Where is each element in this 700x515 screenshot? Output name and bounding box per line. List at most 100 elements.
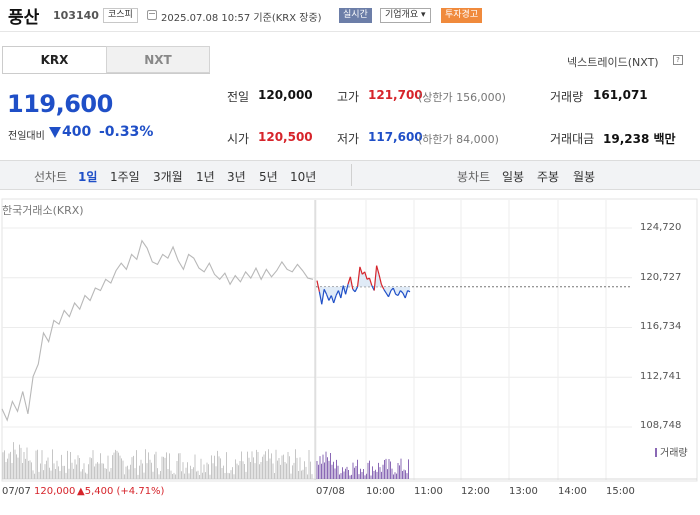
- chart-frame: [1, 198, 698, 482]
- today-line-segment: [318, 291, 323, 305]
- prev-day-date: 07/07: [2, 486, 31, 497]
- price-change: 400: [62, 124, 92, 140]
- today-line-segment: [392, 287, 397, 295]
- today-line-segment: [376, 265, 380, 275]
- x-tick-label: 10:00: [366, 486, 395, 497]
- realtime-button[interactable]: 실시간: [339, 8, 372, 23]
- x-tick-label: 15:00: [606, 486, 635, 497]
- stock-name: 풍산: [8, 8, 40, 28]
- change-label: 전일대비: [8, 131, 45, 142]
- x-tick-label: 11:00: [414, 486, 443, 497]
- today-line-segment: [368, 277, 373, 286]
- volume-legend: 거래량: [655, 444, 688, 459]
- today-line-segment: [356, 266, 361, 287]
- tab-krx[interactable]: KRX: [2, 46, 107, 73]
- y-tick-label: 112,741: [640, 371, 682, 382]
- today-line-segment: [402, 292, 406, 299]
- timestamp: 2025.07.08 10:57 기준(KRX 장중): [161, 13, 322, 24]
- high-value: 121,700: [368, 88, 423, 102]
- period-3m[interactable]: 3개월: [153, 170, 183, 184]
- dropdown-arrow-icon: ▾: [418, 10, 426, 20]
- prev-day-change-value: 5,400 (+4.71%): [84, 486, 165, 497]
- period-bar: [0, 160, 700, 190]
- today-line-segment: [328, 295, 332, 301]
- investment-warning-badge[interactable]: 투자경고: [441, 8, 483, 23]
- line-chart-label: 선차트: [34, 170, 68, 184]
- y-tick-label: 116,734: [640, 321, 682, 332]
- today-line-segment: [407, 290, 411, 293]
- y-tick-label: 124,720: [640, 222, 682, 233]
- prev-day-change: ▲5,400 (+4.71%): [77, 486, 164, 497]
- period-weekly[interactable]: 주봉: [537, 170, 560, 184]
- lower-limit-note: (하한가 84,000): [418, 133, 499, 146]
- prev-day-close: 120,000: [34, 486, 76, 497]
- today-line-segment: [400, 290, 404, 294]
- up-triangle-icon: ▲: [77, 486, 85, 497]
- today-line-segment: [347, 276, 351, 285]
- today-line-segment: [349, 276, 354, 290]
- down-triangle-icon: [49, 127, 61, 138]
- today-line-segment: [387, 290, 392, 297]
- y-tick-label: 108,748: [640, 420, 682, 431]
- x-tick-label: 07/08: [316, 486, 345, 497]
- today-line-segment: [316, 280, 320, 292]
- today-line-segment: [325, 294, 330, 301]
- prev-close-value: 120,000: [258, 88, 313, 102]
- current-price: 119,600: [7, 90, 113, 118]
- y-tick-label: 120,727: [640, 272, 682, 283]
- low-value: 117,600: [368, 130, 423, 144]
- today-line-segment: [404, 290, 409, 299]
- low-label: 저가: [337, 132, 360, 146]
- x-tick-label: 14:00: [558, 486, 587, 497]
- x-tick-label: 13:00: [509, 486, 538, 497]
- period-1w[interactable]: 1주일: [110, 170, 140, 184]
- today-line-segment: [333, 295, 337, 304]
- company-overview-label: 기업개요: [385, 10, 419, 20]
- high-label: 고가: [337, 90, 360, 104]
- today-line-segment: [337, 290, 342, 299]
- candle-chart-label: 봉차트: [457, 170, 491, 184]
- today-line-segment: [380, 284, 385, 290]
- upper-limit-note: (상한가 156,000): [418, 91, 506, 104]
- calendar-icon: [147, 10, 157, 20]
- chart-source-label: 한국거래소(KRX): [2, 204, 84, 217]
- today-line-segment: [359, 266, 363, 275]
- today-line-segment: [364, 271, 368, 280]
- period-divider: [351, 164, 352, 186]
- help-icon[interactable]: ?: [673, 55, 683, 65]
- today-area: [317, 265, 410, 305]
- period-10y[interactable]: 10년: [290, 170, 317, 184]
- today-line-segment: [335, 290, 340, 296]
- market-badge: 코스피: [103, 8, 138, 23]
- volume-value: 161,071: [593, 88, 648, 102]
- open-label: 시가: [227, 132, 250, 146]
- prev-day-line: [1, 239, 314, 422]
- x-tick-label: 12:00: [461, 486, 490, 497]
- today-line-segment: [383, 288, 387, 294]
- today-line-segment: [354, 286, 359, 293]
- period-1d[interactable]: 1일: [78, 170, 98, 184]
- stock-header: 풍산 103140 코스피 2025.07.08 10:57 기준(KRX 장중…: [0, 0, 700, 32]
- today-line-segment: [330, 295, 335, 304]
- prev-close-label: 전일: [227, 90, 250, 104]
- amount-label: 거래대금: [550, 132, 595, 146]
- tab-divider: [2, 73, 210, 74]
- stock-code: 103140: [53, 9, 99, 22]
- price-change-percent: -0.33%: [99, 124, 154, 140]
- period-5y[interactable]: 5년: [259, 170, 278, 184]
- amount-value: 19,238 백만: [603, 132, 676, 146]
- company-overview-dropdown[interactable]: 기업개요 ▾: [380, 8, 431, 23]
- today-line-segment: [345, 284, 349, 295]
- period-1y[interactable]: 1년: [196, 170, 215, 184]
- today-line-segment: [342, 285, 347, 295]
- period-daily[interactable]: 일봉: [502, 170, 525, 184]
- period-3y[interactable]: 3년: [227, 170, 246, 184]
- tab-nxt[interactable]: NXT: [106, 46, 210, 73]
- open-value: 120,500: [258, 130, 313, 144]
- today-line-segment: [321, 289, 325, 305]
- today-line-segment: [378, 274, 382, 285]
- today-line-segment: [340, 285, 344, 299]
- nextrade-link[interactable]: 넥스트레이드(NXT): [567, 56, 659, 69]
- period-monthly[interactable]: 월봉: [573, 170, 596, 184]
